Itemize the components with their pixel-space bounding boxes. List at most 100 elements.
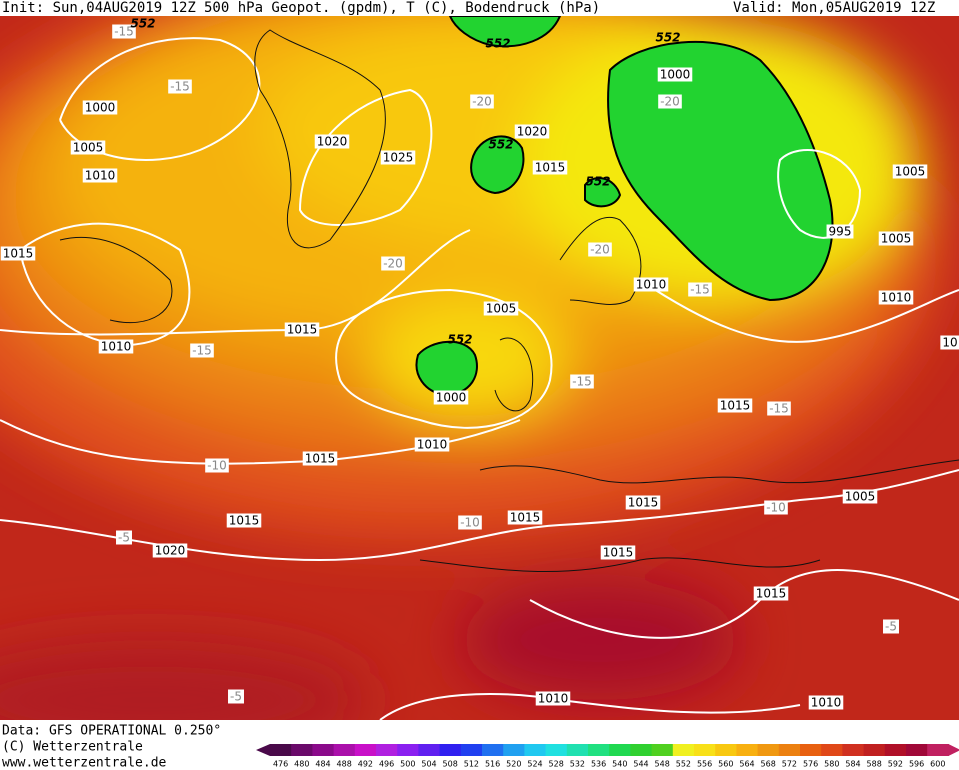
pressure-label-box [878, 290, 914, 305]
colorbar-tick-label: 512 [464, 760, 479, 769]
temperature-label-group: -20 [658, 94, 682, 109]
geopotential-label-group: 552 [485, 37, 510, 51]
pressure-label-group: 1010 [808, 695, 844, 710]
colorbar-swatch [800, 744, 822, 756]
colorbar-tick-label: 488 [337, 760, 352, 769]
temperature-label-box [764, 500, 788, 515]
pressure-label-group: 1015 [226, 513, 262, 528]
temperature-label-group: -10 [205, 458, 229, 473]
pressure-label: 1005 [881, 232, 912, 246]
pressure-label-group: 1005 [878, 231, 914, 246]
colorbar-tick-label: 580 [824, 760, 839, 769]
colorbar-tick-label: 536 [591, 760, 606, 769]
colorbar-swatch [906, 744, 928, 756]
pressure-label: 1000 [660, 68, 691, 82]
colorbar-swatch [651, 744, 674, 756]
pressure-label-group: 995 [826, 224, 854, 239]
colorbar-swatch [418, 744, 441, 756]
colorbar-tick-label: 576 [803, 760, 818, 769]
pressure-label-box [878, 231, 914, 246]
pressure-label-group: 1010 [535, 691, 571, 706]
colorbar-swatch [884, 744, 907, 756]
colorbar-tick-label: 552 [676, 760, 691, 769]
temperature-label-group: -15 [570, 374, 594, 389]
colorbar-tick-label: 520 [506, 760, 521, 769]
temperature-label: -5 [118, 531, 130, 545]
colorbar-swatch [736, 744, 759, 756]
geopotential-label: 552 [447, 333, 472, 347]
pressure-label: 995 [829, 225, 852, 239]
pressure-label: 1015 [756, 587, 787, 601]
temperature-label-group: -15 [190, 343, 214, 358]
pressure-label-group: 1005 [483, 301, 519, 316]
colorbar-swatch [439, 744, 462, 756]
pressure-label-group: 1005 [842, 489, 878, 504]
pressure-label-box [633, 277, 669, 292]
pressure-label-box [600, 545, 636, 560]
temperature-label-group: -15 [767, 401, 791, 416]
temperature-label-box [658, 94, 682, 109]
colorbar-tick-label: 540 [612, 760, 627, 769]
pressure-label: 1015 [305, 452, 336, 466]
colorbar-tick-label: 476 [273, 760, 288, 769]
pressure-label: 1010 [538, 692, 569, 706]
colorbar-tick-label: 496 [379, 760, 394, 769]
pressure-label-group: 1010 [414, 437, 450, 452]
colorbar-tick-label: 564 [739, 760, 754, 769]
colorbar-tick-label: 532 [570, 760, 585, 769]
colorbar-swatch [588, 744, 610, 756]
website: www.wetterzentrale.de [2, 756, 167, 770]
pressure-label: 1015 [287, 323, 318, 337]
pressure-label-box [433, 390, 469, 405]
geopotential-label-group: 552 [585, 175, 610, 189]
colorbar-swatch [757, 744, 780, 756]
init-time: Init: Sun,04AUG2019 12Z [2, 0, 196, 16]
pressure-label-group: 1015 [532, 160, 568, 175]
colorbar-tick-label: 508 [443, 760, 458, 769]
colorbar-tick-label: 572 [782, 760, 797, 769]
pressure-label-group: 1015 [600, 545, 636, 560]
temperature-label-group: -10 [764, 500, 788, 515]
pressure-label: 1005 [895, 165, 926, 179]
temperature-label: -15 [114, 25, 134, 39]
temperature-label-box [190, 343, 214, 358]
colorbar-swatch [376, 744, 398, 756]
pressure-label-box [483, 301, 519, 316]
colorbar-tick-label: 516 [485, 760, 500, 769]
colorbar-tick-label: 480 [294, 760, 309, 769]
temperature-label: -10 [766, 501, 786, 515]
temperature-label-group: -15 [688, 282, 712, 297]
temperature-label-box [168, 79, 192, 94]
pressure-label: 1015 [510, 511, 541, 525]
pressure-label-box [625, 495, 661, 510]
temperature-label-box [112, 24, 136, 39]
colorbar-swatch [778, 744, 801, 756]
temperature-label-group: -10 [458, 515, 482, 530]
pressure-label-group: 1005 [892, 164, 928, 179]
pressure-label: 1010 [636, 278, 667, 292]
colorbar: 476 480 484 488 492 496 500 504 508 512 516 520 524 5… [256, 744, 959, 769]
pressure-label: 1020 [317, 135, 348, 149]
temperature-label-box [205, 458, 229, 473]
colorbar-swatch [842, 744, 865, 756]
colorbar-tick-label: 556 [697, 760, 712, 769]
pressure-label-box [657, 67, 693, 82]
geopotential-label: 552 [655, 31, 680, 45]
temperature-label-box [228, 689, 244, 704]
temperature-label-box [458, 515, 482, 530]
temperature-label-box [883, 619, 899, 634]
geopotential-label-group: 552 [447, 333, 472, 347]
colorbar-swatch [672, 744, 695, 756]
colorbar-swatch [397, 744, 419, 756]
colorbar-swatch [524, 744, 547, 756]
pressure-label-group: 1015 [302, 451, 338, 466]
colorbar-tick-label: 524 [527, 760, 542, 769]
colorbar-tick-label: 528 [549, 760, 564, 769]
colorbar-swatch [630, 744, 653, 756]
pressure-label: 1020 [155, 544, 186, 558]
geopotential-label-group: 552 [130, 17, 155, 31]
temperature-label: -15 [192, 344, 212, 358]
pressure-label: 1015 [3, 247, 34, 261]
pressure-label-group: 1015 [284, 322, 320, 337]
copyright: (C) Wetterzentrale [2, 740, 143, 755]
